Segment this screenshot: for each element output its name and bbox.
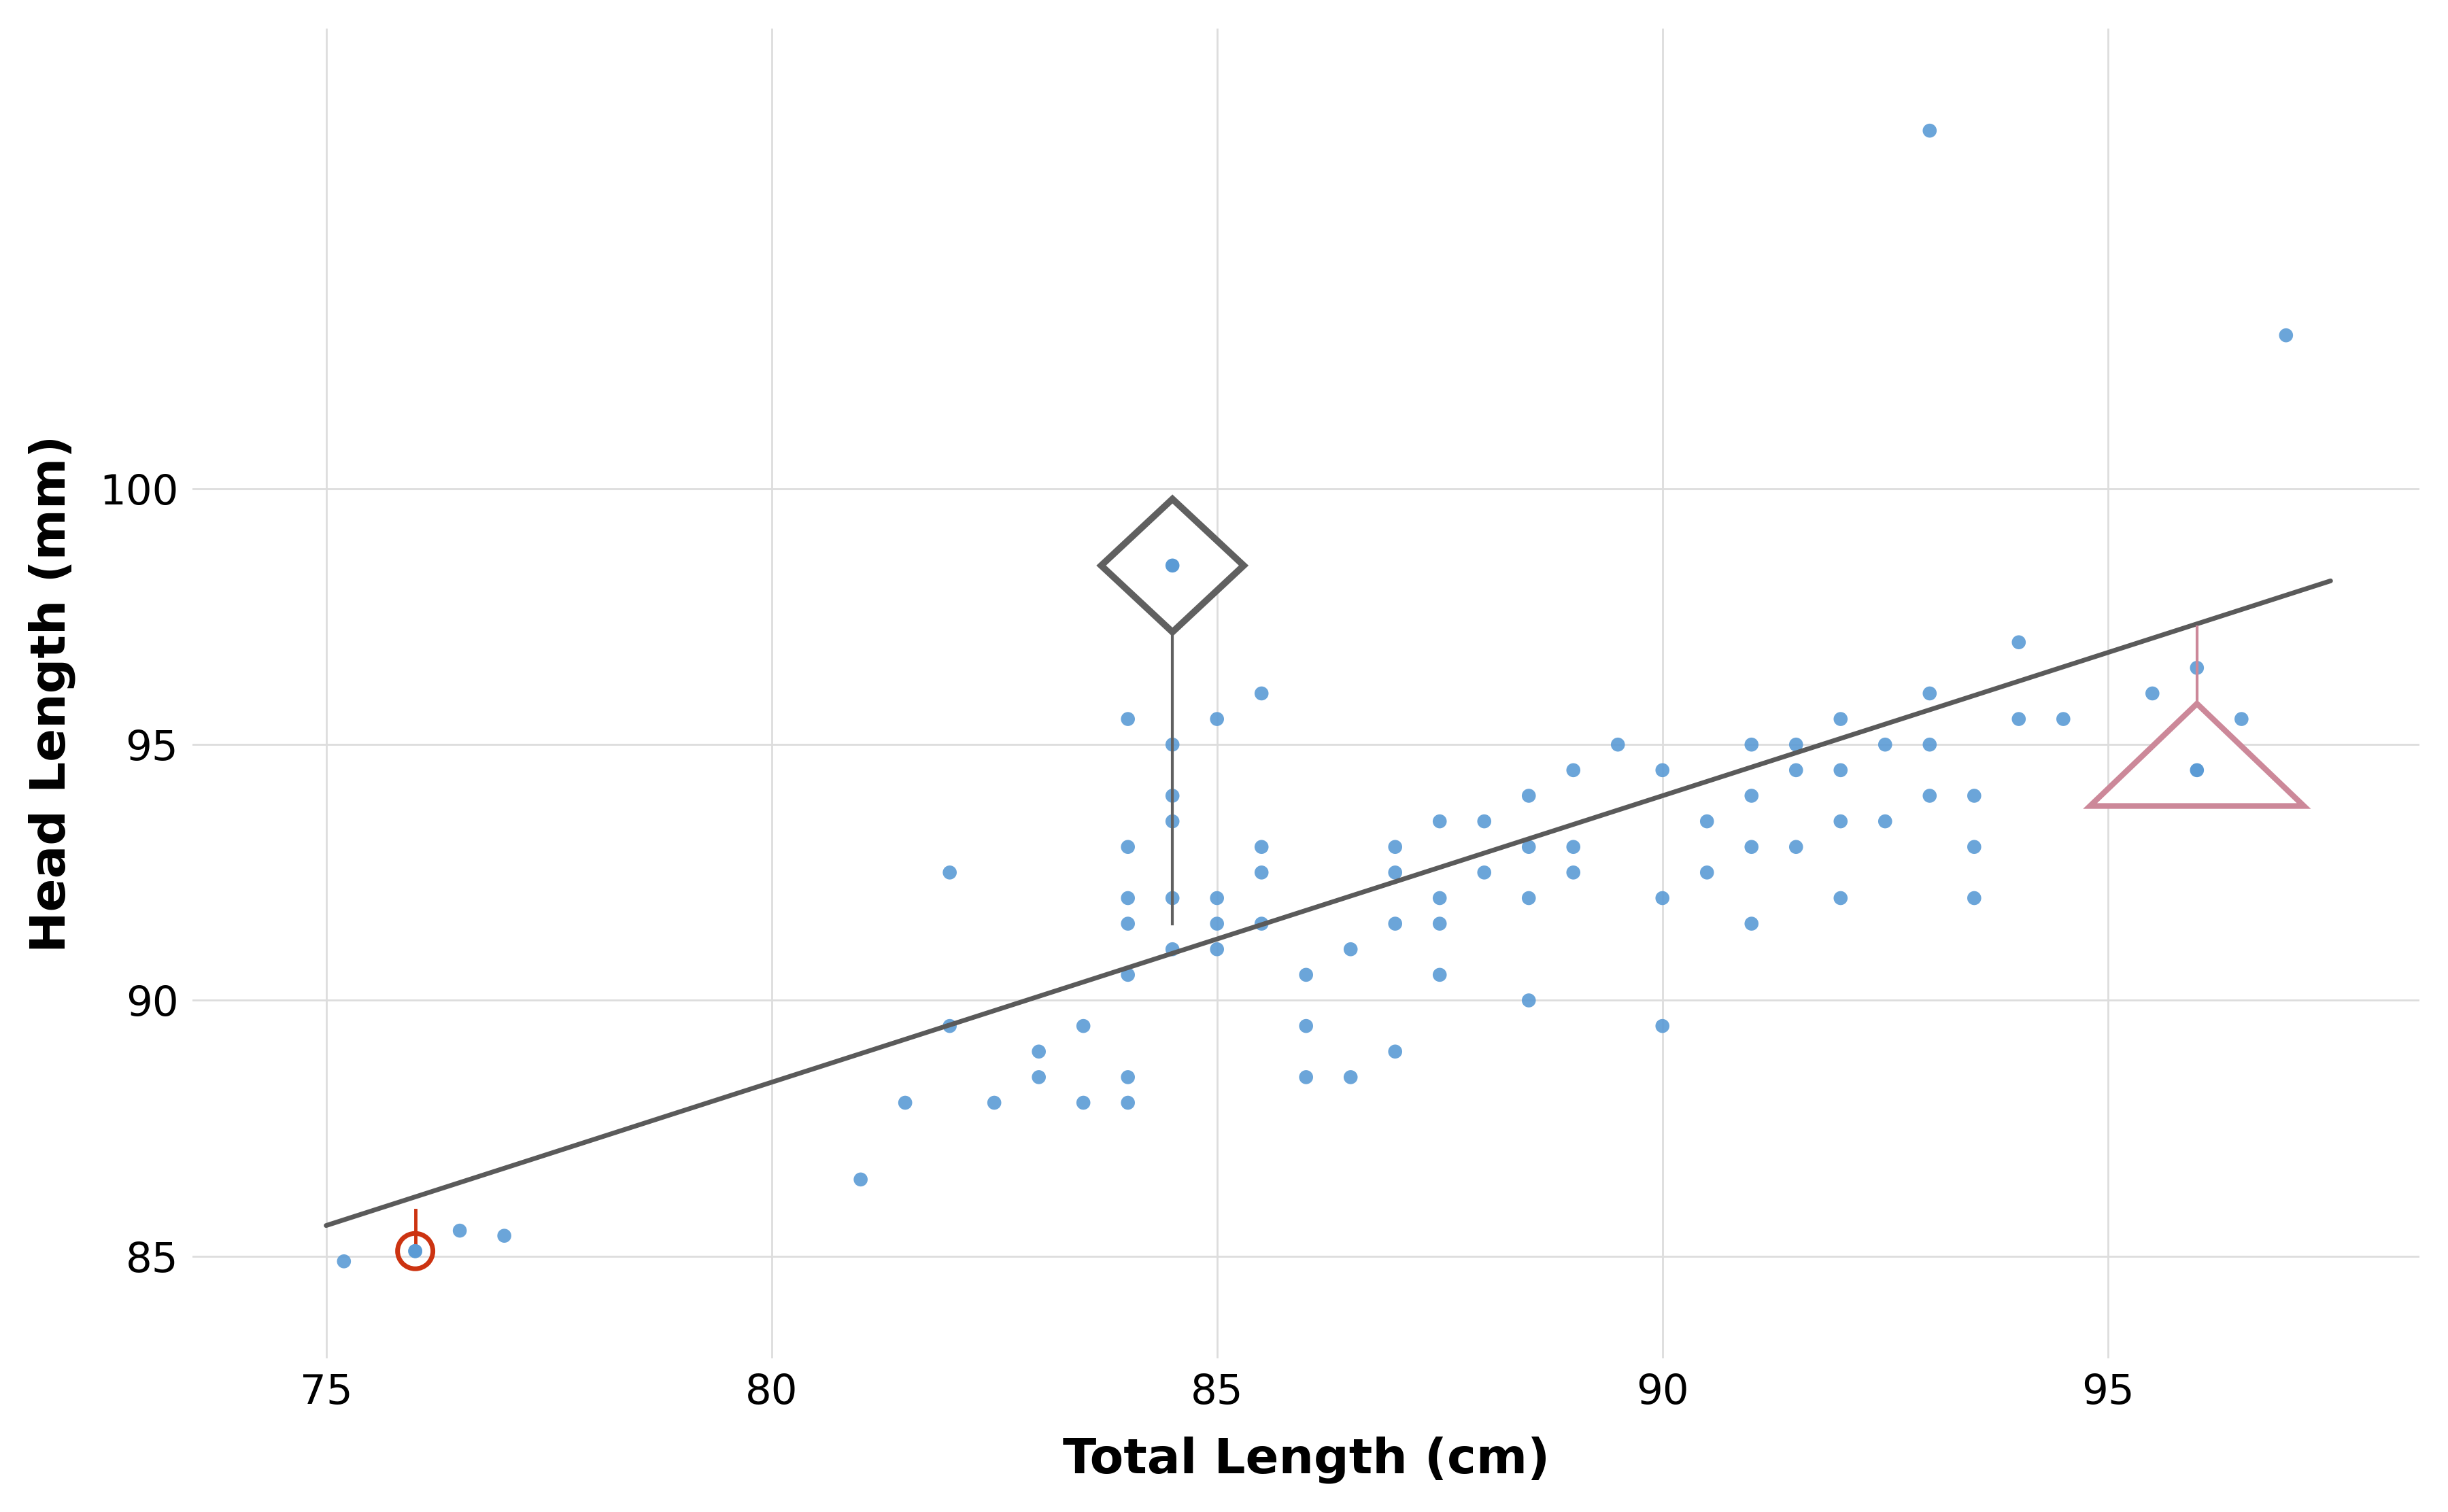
Point [1376, 1039, 1415, 1063]
Point [2000, 631, 2039, 655]
Point [1065, 1090, 1104, 1114]
Point [2132, 682, 2171, 706]
Point [1954, 886, 1993, 910]
Point [1153, 937, 1192, 962]
Point [1018, 1064, 1058, 1089]
Point [1554, 860, 1594, 885]
Point [1420, 963, 1459, 987]
Point [1065, 1015, 1104, 1039]
Point [1153, 783, 1192, 807]
Point [1197, 912, 1236, 936]
Point [1420, 809, 1459, 833]
Point [397, 1238, 436, 1263]
Point [1109, 708, 1148, 732]
Point [1420, 912, 1459, 936]
Point [1109, 835, 1148, 859]
Point [1109, 1090, 1148, 1114]
Point [1153, 553, 1192, 578]
Point [1599, 732, 1638, 756]
Point [1510, 886, 1550, 910]
Point [1777, 835, 1816, 859]
Point [1464, 809, 1503, 833]
Point [2223, 783, 2262, 807]
Point [2267, 324, 2306, 348]
Point [1865, 732, 1905, 756]
Point [2088, 783, 2127, 807]
Point [397, 1238, 436, 1263]
Polygon shape [1102, 499, 1244, 632]
Point [1643, 758, 1682, 782]
Point [1731, 835, 1770, 859]
Point [1153, 809, 1192, 833]
Point [1777, 758, 1816, 782]
Point [1909, 783, 1949, 807]
Point [2176, 656, 2215, 680]
Point [1954, 783, 1993, 807]
Point [1510, 989, 1550, 1013]
Point [2000, 708, 2039, 732]
Point [1731, 912, 1770, 936]
Point [1643, 1015, 1682, 1039]
Point [1288, 1015, 1327, 1039]
Point [1954, 835, 1993, 859]
Point [1288, 963, 1327, 987]
Point [1376, 835, 1415, 859]
Point [1153, 732, 1192, 756]
Point [1687, 860, 1726, 885]
Point [1687, 809, 1726, 833]
Point [1909, 682, 1949, 706]
Point [1241, 835, 1280, 859]
Point [1821, 809, 1860, 833]
Point [1241, 682, 1280, 706]
Point [1909, 118, 1949, 142]
Point [930, 1015, 969, 1039]
Point [1376, 912, 1415, 936]
Point [1288, 1064, 1327, 1089]
Point [326, 1249, 365, 1273]
Point [1821, 708, 1860, 732]
Polygon shape [2091, 703, 2304, 806]
Point [1821, 886, 1860, 910]
Point [930, 860, 969, 885]
Y-axis label: Head Length (mm): Head Length (mm) [29, 434, 76, 953]
Point [842, 1167, 881, 1191]
Point [1731, 732, 1770, 756]
Point [2176, 758, 2215, 782]
Point [2176, 708, 2215, 732]
Point [1554, 835, 1594, 859]
Point [397, 1238, 436, 1263]
Point [1464, 860, 1503, 885]
Point [1821, 758, 1860, 782]
Point [1109, 1064, 1148, 1089]
Point [1777, 732, 1816, 756]
Point [1241, 912, 1280, 936]
Point [1197, 886, 1236, 910]
Point [1332, 1064, 1371, 1089]
Point [485, 1223, 524, 1247]
Point [1420, 886, 1459, 910]
Point [974, 1090, 1013, 1114]
Point [1109, 963, 1148, 987]
Point [1241, 860, 1280, 885]
Point [1197, 708, 1236, 732]
Point [1332, 937, 1371, 962]
Point [1909, 732, 1949, 756]
Point [2044, 708, 2083, 732]
X-axis label: Total Length (cm): Total Length (cm) [1062, 1436, 1550, 1483]
Point [1731, 783, 1770, 807]
Point [886, 1090, 925, 1114]
Point [1153, 886, 1192, 910]
Point [1510, 783, 1550, 807]
Point [2223, 708, 2262, 732]
Point [1510, 835, 1550, 859]
Point [1643, 886, 1682, 910]
Point [441, 1219, 480, 1243]
Point [1376, 860, 1415, 885]
Point [1197, 937, 1236, 962]
Point [1109, 912, 1148, 936]
Point [1554, 758, 1594, 782]
Point [1865, 809, 1905, 833]
Point [1109, 886, 1148, 910]
Point [1018, 1039, 1058, 1063]
